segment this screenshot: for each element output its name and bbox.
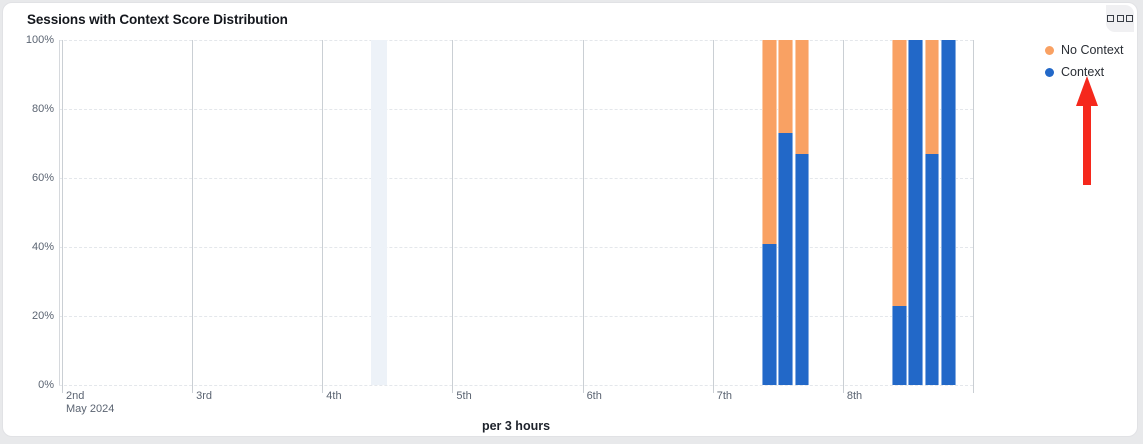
y-gridline — [59, 178, 973, 179]
x-axis-tick-label: 3rd — [196, 390, 213, 402]
chart-title: Sessions with Context Score Distribution — [27, 12, 288, 27]
highlight-band — [371, 40, 388, 385]
red-arrow-annotation-icon — [1076, 76, 1098, 185]
bar-segment-no-context[interactable] — [924, 40, 940, 154]
bar-segment-context[interactable] — [794, 154, 810, 385]
legend-label: No Context — [1061, 43, 1124, 57]
x-axis-tick-label: 7th — [716, 390, 732, 402]
legend: No Context Context — [1045, 39, 1124, 83]
legend-dot-icon — [1045, 67, 1054, 77]
x-axis-month-label: May 2024 — [66, 403, 115, 415]
y-axis-tick-label: 100% — [25, 34, 54, 46]
legend-item-context[interactable]: Context — [1045, 61, 1124, 83]
bar-segment-context[interactable] — [892, 306, 907, 385]
bar-segment-no-context[interactable] — [892, 40, 907, 306]
y-axis-tick-label: 40% — [31, 241, 54, 253]
y-axis-line — [59, 40, 60, 385]
y-gridline — [59, 40, 973, 41]
x-axis-tick-label: 2nd — [66, 390, 85, 402]
day-gridline — [582, 40, 584, 393]
bar-segment-context[interactable] — [762, 244, 777, 385]
y-axis-tick-label: 20% — [31, 310, 54, 322]
day-gridline — [322, 40, 324, 393]
three-squares-menu-icon — [1126, 15, 1133, 22]
y-gridline — [59, 316, 973, 317]
y-axis-tick-label: 60% — [31, 172, 54, 184]
widget-menu-button[interactable] — [1106, 5, 1134, 32]
chart-card: Sessions with Context Score Distribution… — [2, 2, 1138, 437]
day-gridline — [452, 40, 454, 393]
x-axis-title: per 3 hours — [481, 419, 551, 433]
legend-label: Context — [1061, 65, 1105, 79]
x-axis-tick-label: 6th — [586, 390, 602, 402]
three-squares-menu-icon — [1107, 15, 1114, 22]
y-axis-tick-label: 80% — [31, 103, 54, 115]
x-axis-tick-label: 4th — [326, 390, 342, 402]
three-squares-menu-icon — [1116, 15, 1124, 22]
bar-segment-context[interactable] — [908, 40, 924, 385]
legend-item-no-context[interactable]: No Context — [1045, 39, 1124, 61]
y-gridline — [59, 385, 973, 386]
y-gridline — [59, 109, 973, 110]
bar-segment-context[interactable] — [924, 154, 940, 385]
bar-segment-no-context[interactable] — [762, 40, 777, 244]
day-gridline — [62, 40, 63, 393]
bar-segment-context[interactable] — [940, 40, 956, 385]
day-gridline — [842, 40, 844, 393]
bar-segment-no-context[interactable] — [794, 40, 810, 154]
bar-segment-no-context[interactable] — [778, 40, 794, 133]
day-gridline — [192, 40, 194, 393]
y-axis-tick-label: 0% — [38, 379, 54, 391]
day-gridline — [712, 40, 714, 393]
y-gridline — [59, 247, 973, 248]
x-axis-tick-label: 5th — [456, 390, 472, 402]
legend-dot-icon — [1045, 45, 1054, 55]
x-axis-tick-label: 8th — [846, 390, 863, 402]
bar-segment-context[interactable] — [778, 133, 794, 385]
day-gridline — [973, 40, 974, 393]
